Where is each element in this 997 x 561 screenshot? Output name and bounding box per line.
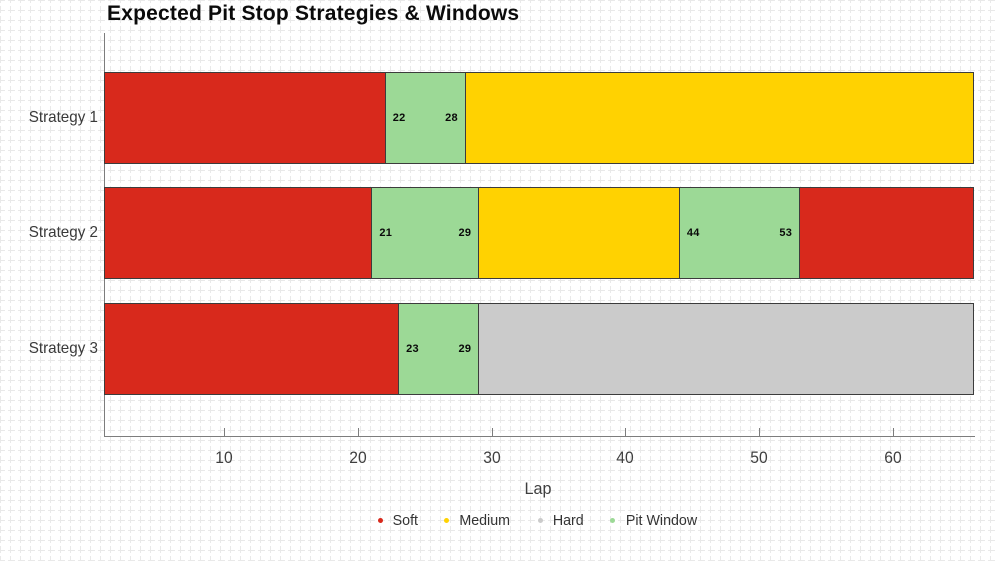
legend-item[interactable]: Medium [444, 512, 511, 529]
pit-window-end-label: 28 [445, 112, 458, 124]
legend-label: Soft [392, 512, 418, 529]
bar-segment[interactable] [478, 303, 974, 395]
chart-title: Expected Pit Stop Strategies & Windows [107, 2, 520, 25]
pit-window-start-label: 22 [392, 112, 406, 124]
x-tick-label: 20 [349, 448, 367, 467]
x-tick-label: 10 [215, 448, 234, 467]
legend-label: Medium [459, 512, 511, 529]
pit-window-end-label: 29 [458, 227, 472, 239]
bar-segment[interactable] [104, 72, 386, 164]
x-tick-label: 60 [884, 448, 902, 467]
legend-dot-icon [444, 518, 450, 523]
bar-segment[interactable]: 22 28 [384, 72, 466, 164]
legend-item[interactable]: Pit Window [610, 512, 699, 529]
bar-segment[interactable] [104, 303, 400, 395]
legend-label: Pit Window [626, 512, 698, 529]
legend-dot-icon [377, 518, 383, 523]
bar-segment[interactable] [799, 187, 974, 279]
x-axis-tick [358, 428, 359, 436]
plot-area: 22 28 21 29 44 53 23 29 [104, 33, 975, 437]
x-axis-tick [625, 428, 627, 436]
x-tick-label: 40 [616, 448, 635, 467]
x-axis-tick [224, 428, 226, 436]
legend-label: Hard [552, 512, 584, 529]
y-category-label: Strategy 2 [28, 224, 99, 241]
pit-window-end-label: 29 [458, 343, 472, 355]
y-category-label: Strategy 3 [28, 340, 99, 357]
x-axis-tick [491, 428, 493, 436]
x-tick-label: 30 [482, 448, 501, 467]
bar-segment[interactable] [464, 72, 974, 164]
x-axis-line [104, 436, 975, 437]
pit-window-start-label: 44 [686, 227, 700, 239]
legend-dot-icon [537, 518, 543, 523]
bar-segment[interactable] [104, 187, 373, 279]
pit-window-end-label: 53 [779, 227, 793, 239]
y-category-label: Strategy 1 [28, 109, 99, 126]
x-axis-tick [892, 428, 894, 436]
pit-window-start-label: 23 [406, 343, 419, 355]
x-axis-title: Lap [524, 479, 552, 498]
legend-item[interactable]: Soft [377, 512, 419, 529]
legend-item[interactable]: Hard [537, 512, 585, 529]
bar-segment[interactable] [478, 187, 680, 279]
x-axis-tick [759, 428, 761, 436]
x-tick-label: 50 [750, 448, 768, 467]
pit-window-start-label: 21 [379, 227, 393, 239]
bar-segment[interactable]: 21 29 [371, 187, 480, 279]
bar-segment[interactable]: 44 53 [678, 187, 801, 279]
legend: Soft Medium Hard Pit Window [104, 512, 973, 529]
legend-dot-icon [610, 518, 616, 523]
bar-segment[interactable]: 23 29 [398, 303, 480, 395]
